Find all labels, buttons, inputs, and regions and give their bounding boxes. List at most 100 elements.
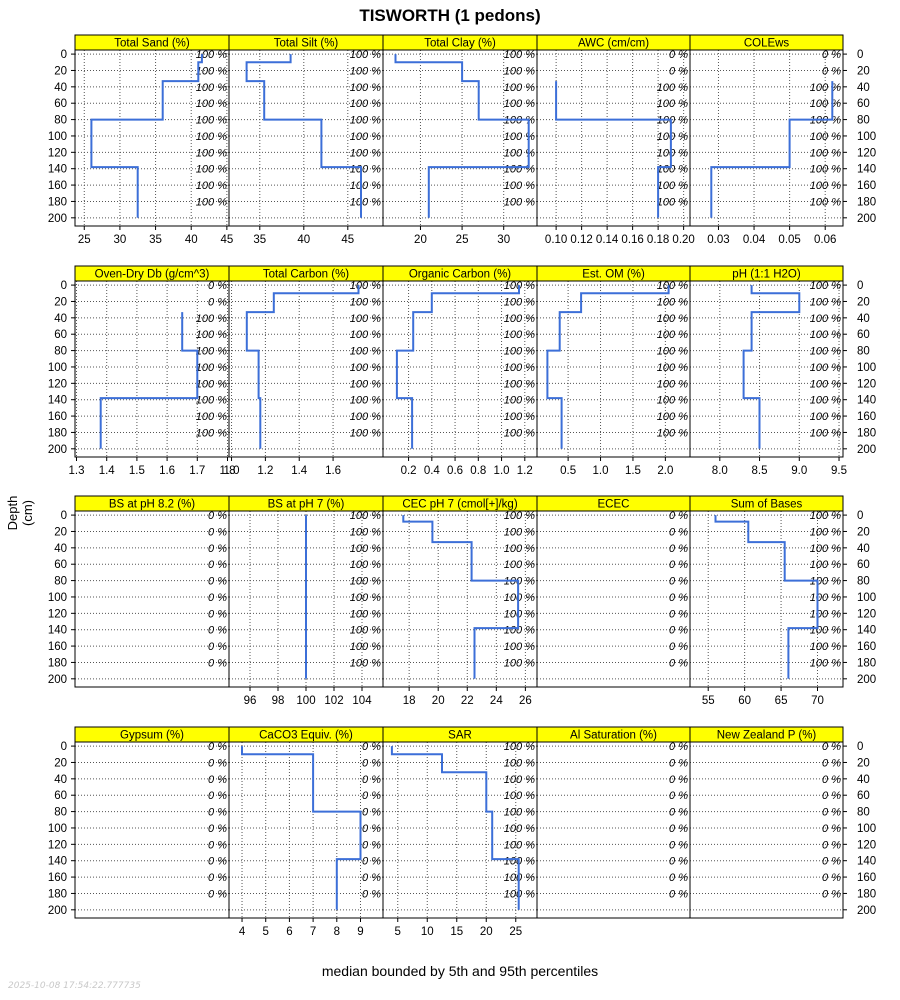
panel-title: SAR — [448, 730, 472, 742]
percent-label: 0 % — [208, 741, 227, 753]
panel-title: AWC (cm/cm) — [578, 38, 649, 50]
percent-label: 0 % — [669, 543, 688, 555]
x-tick-label: 0.16 — [621, 234, 643, 246]
percent-label: 100 % — [810, 543, 841, 555]
percent-label: 0 % — [822, 49, 841, 61]
panel: Total Clay (%) 100 % 100 % 100 % 100 % 100 % 1… — [382, 34, 538, 246]
percent-label: 100 % — [504, 608, 535, 620]
percent-label: 100 % — [350, 395, 381, 407]
x-tick-label: 70 — [811, 695, 824, 707]
y-tick-label: 160 — [48, 411, 67, 423]
x-tick-label: 0.8 — [470, 465, 486, 477]
median-profile-line — [742, 285, 801, 449]
percent-label: 100 % — [350, 526, 381, 538]
median-profile-line — [90, 54, 203, 218]
y-tick-label: 120 — [857, 608, 876, 620]
percent-label: 100 % — [504, 774, 535, 786]
x-tick-label: 40 — [297, 234, 310, 246]
x-tick-label: 1.5 — [129, 465, 145, 477]
percent-label: 0 % — [669, 774, 688, 786]
percent-label: 0 % — [208, 888, 227, 900]
percent-label: 100 % — [504, 411, 535, 423]
percent-label: 0 % — [669, 641, 688, 653]
percent-label: 100 % — [504, 196, 535, 208]
x-tick-label: 26 — [519, 695, 532, 707]
y-tick-label: 140 — [48, 625, 67, 637]
y-tick-label: 140 — [48, 395, 67, 407]
percent-label: 0 % — [208, 559, 227, 571]
percent-label: 100 % — [350, 131, 381, 143]
median-profile-line — [241, 746, 362, 910]
y-tick-label: 140 — [48, 856, 67, 868]
percent-label: 100 % — [504, 543, 535, 555]
y-tick-label: 140 — [48, 164, 67, 176]
x-tick-label: 0.12 — [570, 234, 592, 246]
y-tick-label: 60 — [54, 559, 67, 571]
percent-label: 0 % — [208, 856, 227, 868]
percent-label: 100 % — [504, 757, 535, 769]
percent-label: 0 % — [208, 576, 227, 588]
percent-label: 0 % — [669, 559, 688, 571]
percent-label: 100 % — [657, 115, 688, 127]
median-profile-line — [555, 81, 672, 218]
panel-frame — [689, 49, 844, 227]
y-tick-label: 120 — [48, 378, 67, 390]
percent-label: 0 % — [669, 807, 688, 819]
percent-label: 100 % — [350, 543, 381, 555]
y-tick-label: 180 — [857, 196, 876, 208]
percent-label: 0 % — [362, 757, 381, 769]
percent-label: 100 % — [350, 411, 381, 423]
percent-label: 100 % — [196, 131, 227, 143]
percent-label: 100 % — [350, 82, 381, 94]
percent-label: 100 % — [657, 378, 688, 390]
x-tick-label: 96 — [244, 695, 257, 707]
percent-label: 100 % — [350, 196, 381, 208]
x-tick-label: 0.6 — [447, 465, 463, 477]
percent-label: 100 % — [657, 329, 688, 341]
panel-frame — [74, 510, 230, 688]
y-tick-label: 180 — [48, 888, 67, 900]
panel: BS at pH 8.2 (%) 0 % 0 % 0 % 0 % 0 % 0 % 0 % 0 %… — [48, 495, 230, 688]
percent-label: 100 % — [810, 196, 841, 208]
median-profile-line — [390, 746, 520, 910]
percent-label: 0 % — [669, 823, 688, 835]
y-tick-label: 100 — [857, 592, 876, 604]
y-tick-label: 140 — [857, 164, 876, 176]
panel-frame — [536, 741, 691, 919]
panel-title: Total Sand (%) — [114, 38, 190, 50]
x-tick-label: 2.0 — [657, 465, 673, 477]
panel-title: BS at pH 8.2 (%) — [109, 499, 195, 511]
y-tick-label: 80 — [857, 576, 870, 588]
percent-label: 100 % — [196, 362, 227, 374]
y-tick-label: 80 — [54, 346, 67, 358]
panel-title: Organic Carbon (%) — [409, 269, 511, 281]
percent-label: 100 % — [657, 82, 688, 94]
x-tick-label: 60 — [738, 695, 751, 707]
x-tick-label: 65 — [775, 695, 788, 707]
percent-label: 100 % — [196, 395, 227, 407]
y-tick-label: 200 — [857, 213, 876, 225]
y-tick-label: 20 — [54, 757, 67, 769]
percent-label: 100 % — [504, 346, 535, 358]
x-tick-label: 30 — [497, 234, 510, 246]
percent-label: 0 % — [208, 526, 227, 538]
x-tick-label: 20 — [432, 695, 445, 707]
x-tick-label: 25 — [78, 234, 91, 246]
panel-frame — [74, 741, 230, 919]
panel-frame — [689, 741, 844, 919]
median-profile-line — [714, 515, 819, 679]
percent-label: 100 % — [350, 49, 381, 61]
x-tick-label: 8.5 — [752, 465, 768, 477]
percent-label: 0 % — [208, 625, 227, 637]
percent-label: 100 % — [504, 823, 535, 835]
percent-label: 100 % — [350, 98, 381, 110]
y-tick-label: 100 — [48, 131, 67, 143]
y-tick-label: 60 — [857, 559, 870, 571]
percent-label: 100 % — [350, 147, 381, 159]
y-tick-label: 200 — [857, 905, 876, 917]
panel: New Zealand P (%) 0 % 0 % 0 % 0 % 0 % 0 % 0 % 0 … — [689, 726, 876, 919]
percent-label: 100 % — [810, 559, 841, 571]
panel-title: Est. OM (%) — [582, 269, 645, 281]
percent-label: 100 % — [196, 427, 227, 439]
percent-label: 100 % — [196, 411, 227, 423]
